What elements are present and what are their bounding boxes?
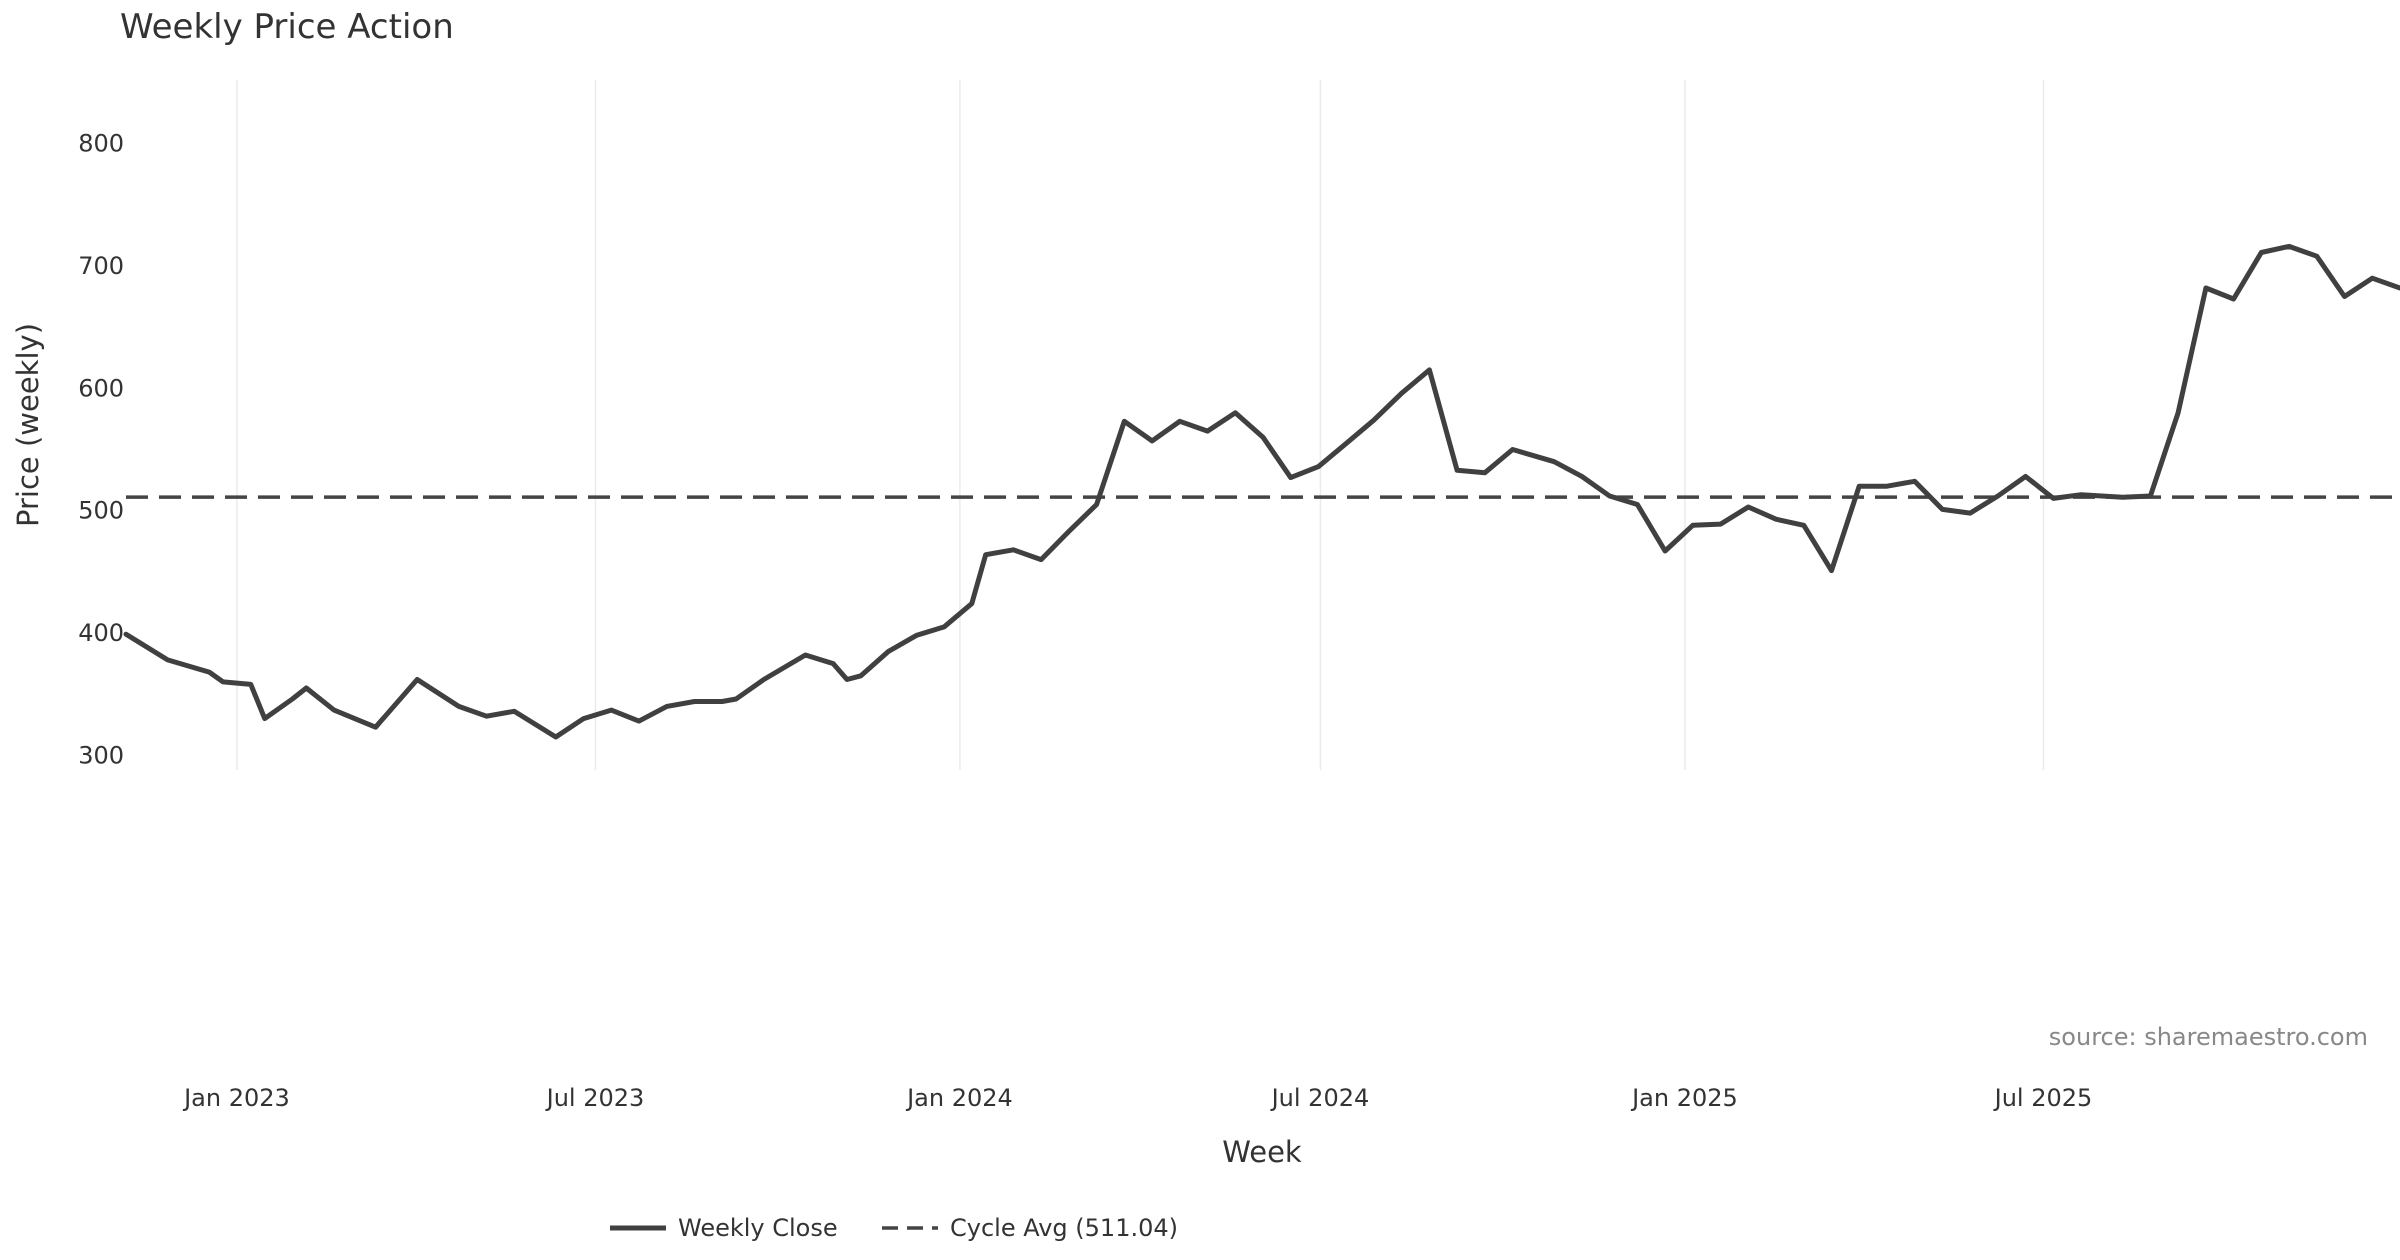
price-ytick-2: 500 [78,497,124,525]
price-ytick-0: 300 [78,741,124,769]
source-note: source: sharemaestro.com [2049,1023,2368,1051]
series-weekly-close [123,243,2400,740]
price-ytick-5: 800 [78,130,124,158]
x-tick-5: Jul 2025 [1993,1084,2093,1112]
legend-label-cycle-avg: Cycle Avg (511.04) [950,1214,1178,1242]
x-tick-1: Jul 2023 [545,1084,645,1112]
price-ylabel: Price (weekly) [11,323,45,527]
x-tick-0: Jan 2023 [182,1084,290,1112]
x-axis-title: Week [1222,1135,1302,1169]
price-ytick-3: 600 [78,374,124,402]
x-tick-4: Jan 2025 [1630,1084,1738,1112]
chart-title: Weekly Price Action [120,7,454,47]
x-tick-2: Jan 2024 [905,1084,1013,1112]
legend-label-weekly-close: Weekly Close [678,1214,838,1242]
price-ytick-1: 400 [78,619,124,647]
price-ytick-4: 700 [78,252,124,280]
x-tick-3: Jul 2024 [1270,1084,1370,1112]
